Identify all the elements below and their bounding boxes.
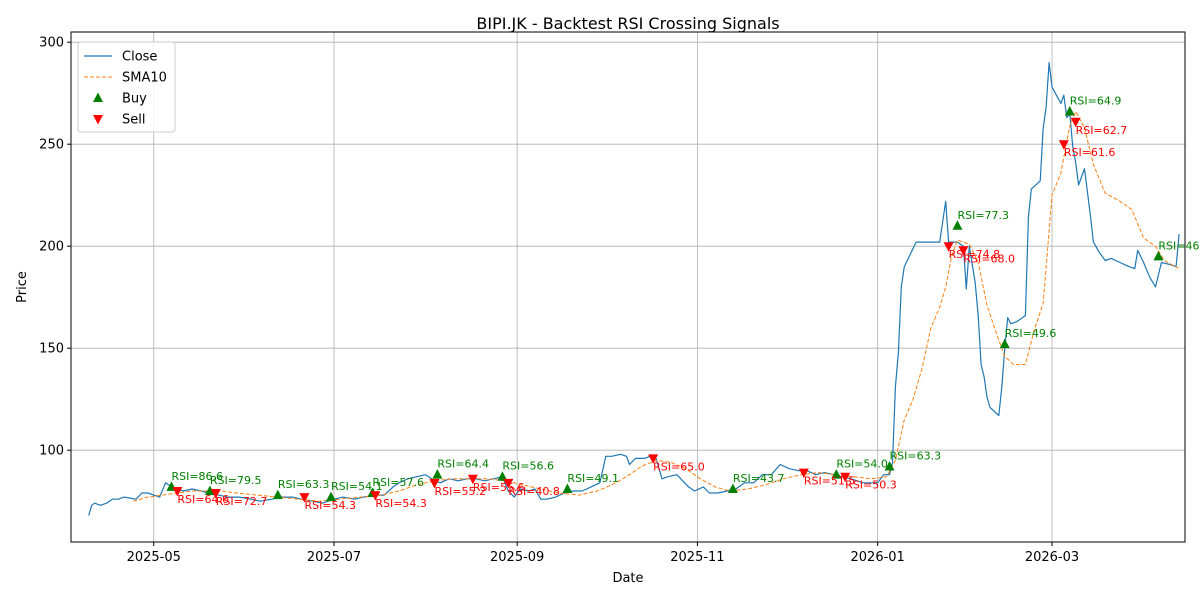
sell-signal-label: RSI=51.5 xyxy=(804,475,856,488)
sell-signal-label: RSI=40.8 xyxy=(508,485,560,498)
plot-frame xyxy=(70,31,1186,543)
buy-signal-marker xyxy=(952,220,963,230)
buy-signal-label: RSI=86.6 xyxy=(171,470,223,483)
buy-signal-marker xyxy=(562,483,573,493)
buy-signal-marker xyxy=(884,461,895,471)
buy-signal-label: RSI=43.7 xyxy=(733,472,785,485)
legend: Close SMA10 Buy Sell xyxy=(77,41,176,133)
buy-signal-label: RSI=46.4 xyxy=(1158,239,1200,252)
x-tick-label: 2026-03 xyxy=(1025,550,1079,565)
sell-signal-marker xyxy=(370,491,381,501)
y-tick-label: 300 xyxy=(39,36,64,51)
sell-signal-marker xyxy=(840,472,851,483)
buy-signal-label: RSI=54.0 xyxy=(836,458,888,471)
x-axis-label: Date xyxy=(612,571,643,586)
sell-signal-marker xyxy=(1070,117,1081,128)
legend-label-sma10: SMA10 xyxy=(122,71,167,86)
buy-signal-label: RSI=63.3 xyxy=(890,450,942,463)
x-tick-label: 2025-09 xyxy=(490,550,544,565)
sell-signal-marker xyxy=(648,454,659,464)
buy-signal-marker xyxy=(999,338,1010,349)
sell-signal-marker xyxy=(172,487,183,497)
buy-signal-marker xyxy=(1153,250,1164,261)
legend-swatch-buy xyxy=(93,92,103,102)
x-tick-label: 2025-07 xyxy=(307,550,361,565)
sell-signal-label: RSI=54.3 xyxy=(304,499,356,512)
buy-signal-label: RSI=77.3 xyxy=(957,209,1009,222)
sell-signal-label: RSI=55.6 xyxy=(473,481,525,494)
legend-label-close: Close xyxy=(122,50,157,65)
y-axis-label: Price xyxy=(15,271,30,303)
buy-signal-marker xyxy=(831,469,842,479)
buy-signal-marker xyxy=(272,489,283,500)
y-axis: 100 150 200 250 300 xyxy=(39,36,71,459)
buy-signal-label: RSI=64.4 xyxy=(437,458,489,471)
sell-signal-marker xyxy=(467,474,478,485)
x-tick-label: 2025-05 xyxy=(127,550,181,565)
legend-label-buy: Buy xyxy=(122,92,147,107)
sell-signal-marker xyxy=(503,478,514,489)
sell-signal-label: RSI=72.7 xyxy=(216,495,268,508)
buy-signal-label: RSI=64.9 xyxy=(1070,95,1122,108)
sell-signal-marker xyxy=(429,478,440,489)
x-tick-label: 2026-01 xyxy=(851,550,905,565)
sell-signal-label: RSI=50.3 xyxy=(845,479,897,492)
x-tick-label: 2025-11 xyxy=(670,550,724,565)
buy-signal-marker xyxy=(497,471,508,481)
sell-signal-label: RSI=54.3 xyxy=(375,497,427,510)
sell-signal-marker xyxy=(943,242,954,252)
buy-signal-label: RSI=57.6 xyxy=(372,476,424,489)
legend-label-sell: Sell xyxy=(122,113,145,128)
sma10-line xyxy=(132,111,1180,502)
y-tick-label: 250 xyxy=(39,138,64,153)
buy-signal-marker xyxy=(727,483,738,493)
sell-signal-marker xyxy=(798,468,809,479)
legend-box xyxy=(77,41,176,133)
buy-signal-label: RSI=79.5 xyxy=(210,474,262,487)
sell-signal-marker xyxy=(210,489,221,499)
x-axis: 2025-05 2025-07 2025-09 2025-11 2026-01 2026-… xyxy=(127,542,1079,565)
sell-signal-marker xyxy=(1058,140,1069,150)
sell-signal-label: RSI=61.6 xyxy=(1064,146,1116,159)
buy-signal-marker xyxy=(204,485,215,495)
buy-signal-marker xyxy=(1064,106,1075,116)
sell-signal-label: RSI=68.0 xyxy=(963,252,1015,265)
buy-signal-marker xyxy=(326,491,337,502)
sell-signal-label: RSI=62.7 xyxy=(1076,124,1128,137)
sell-signal-marker xyxy=(299,493,310,503)
buy-signal-label: RSI=49.1 xyxy=(567,472,619,485)
chart-title: BIPI.JK - Backtest RSI Crossing Signals xyxy=(476,14,779,33)
sell-signal-label: RSI=65.0 xyxy=(653,460,705,473)
buy-signal-marker xyxy=(432,469,443,479)
y-tick-label: 100 xyxy=(39,444,64,459)
buy-signal-label: RSI=56.6 xyxy=(502,460,554,473)
buy-signal-label: RSI=63.3 xyxy=(278,478,330,491)
buy-signal-label: RSI=54.1 xyxy=(331,480,383,493)
sell-signal-label: RSI=55.2 xyxy=(434,485,486,498)
y-tick-label: 150 xyxy=(39,342,64,357)
legend-swatch-sell xyxy=(93,115,103,125)
y-tick-label: 200 xyxy=(39,240,64,255)
buy-signal-label: RSI=49.6 xyxy=(1005,327,1057,340)
sell-signal-marker xyxy=(958,246,969,256)
